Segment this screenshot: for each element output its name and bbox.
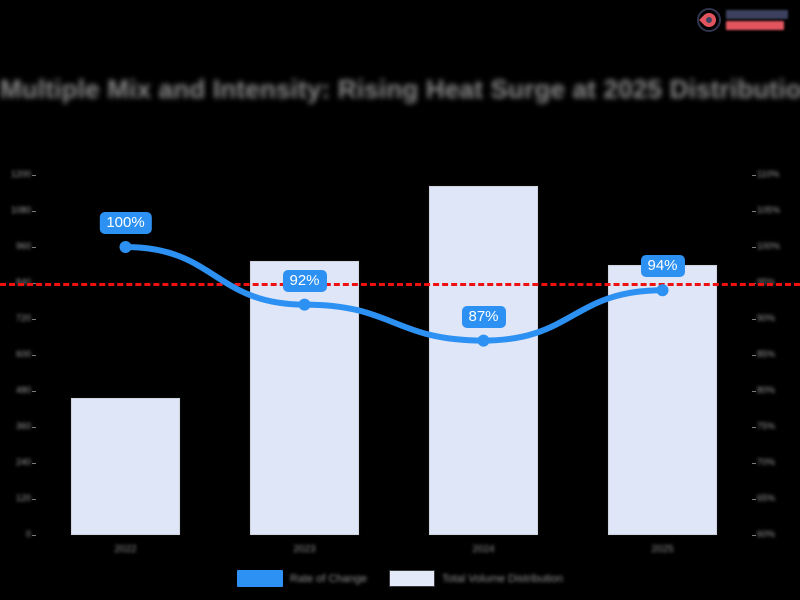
- y-axis-left-tick-label: 1200: [10, 169, 31, 179]
- y-axis-left-tick-label: 480: [15, 385, 31, 395]
- y-axis-right-tick: [752, 427, 756, 428]
- logo-wordmark-line-2: EXPLORER: [726, 21, 784, 30]
- y-axis-left-tick-label: 120: [15, 493, 31, 503]
- bar-2023[interactable]: [249, 261, 360, 535]
- y-axis-right-tick-label: 85%: [757, 349, 776, 359]
- data-label-2022: 100%: [99, 212, 152, 234]
- y-axis-right-tick-label: 95%: [757, 277, 776, 287]
- x-axis-tick-label: 2022: [114, 544, 137, 555]
- line-path: [122, 244, 666, 344]
- line-point-2022[interactable]: [119, 241, 132, 253]
- y-axis-left-tick: [32, 499, 36, 500]
- y-axis-right-tick-label: 110%: [757, 169, 780, 179]
- x-axis-tick-label: 2023: [293, 544, 316, 555]
- chart-legend: Rate of Change Total Volume Distribution: [0, 570, 800, 587]
- y-axis-left-tick-label: 600: [15, 349, 31, 359]
- legend-label-line: Rate of Change: [289, 572, 367, 585]
- y-axis-left-tick-label: 360: [15, 421, 31, 431]
- y-axis-right-tick-label: 100%: [757, 241, 781, 251]
- x-axis-tick-label: 2025: [651, 544, 674, 555]
- y-axis-left-tick: [32, 175, 36, 176]
- chart-title: Multiple Mix and Intensity: Rising Heat …: [0, 74, 800, 104]
- legend-item-line[interactable]: Rate of Change: [236, 570, 367, 587]
- logo-wordmark-line-1: INDUSTRY: [726, 10, 788, 19]
- y-axis-left-tick: [32, 211, 36, 212]
- logo-ring-icon: [697, 8, 721, 32]
- data-label-2025: 94%: [640, 255, 685, 278]
- y-axis-left-tick-label: 960: [15, 241, 31, 251]
- logo-wordmark: INDUSTRY EXPLORER: [726, 10, 788, 30]
- y-axis-right-tick: [752, 319, 756, 320]
- y-axis-left-tick-label: 720: [15, 313, 31, 323]
- y-axis-right-tick: [752, 463, 756, 464]
- y-axis-left-tick: [32, 463, 36, 464]
- y-axis-left-tick: [32, 427, 36, 428]
- y-axis-left-tick-label: 840: [15, 277, 31, 287]
- y-axis-left-tick: [32, 247, 36, 248]
- y-axis-right-tick: [752, 247, 756, 248]
- plot-area: 1200 1080 960 840 720 600 480 360 240 120 0 110% 10…: [0, 169, 800, 555]
- y-axis-left-tick-label: 240: [15, 457, 31, 467]
- x-axis-tick-label: 2024: [472, 544, 495, 555]
- bar-2024[interactable]: [428, 185, 539, 535]
- legend-swatch-line: [236, 570, 283, 587]
- y-axis-left-tick: [32, 391, 36, 392]
- y-axis-right-tick-label: 65%: [757, 493, 776, 503]
- legend-item-bar[interactable]: Total Volume Distribution: [389, 570, 563, 587]
- bar-2025[interactable]: [607, 265, 718, 535]
- bar-2022[interactable]: [70, 398, 181, 535]
- y-axis-left-tick: [32, 535, 36, 536]
- y-axis-right-tick-label: 90%: [757, 313, 776, 323]
- threshold-line: [0, 283, 800, 286]
- y-axis-left-tick: [32, 319, 36, 320]
- y-axis-left-tick-label: 0: [25, 529, 31, 539]
- y-axis-right-tick: [752, 499, 756, 500]
- legend-label-bar: Total Volume Distribution: [442, 572, 564, 585]
- y-axis-right-tick-label: 105%: [757, 205, 781, 215]
- y-axis-right-tick: [752, 175, 756, 176]
- y-axis-left-tick-label: 1080: [10, 205, 31, 215]
- legend-swatch-bar: [389, 570, 435, 587]
- data-label-2023: 92%: [282, 269, 327, 292]
- data-label-2024: 87%: [461, 305, 506, 328]
- y-axis-left-tick: [32, 355, 36, 356]
- y-axis-right-tick-label: 75%: [757, 421, 776, 431]
- logo-mark-icon: [696, 7, 722, 33]
- y-axis-right-tick: [752, 535, 756, 536]
- y-axis-right-tick: [752, 391, 756, 392]
- logo-dot-icon: [706, 17, 712, 23]
- y-axis-right-tick-label: 60%: [757, 529, 776, 539]
- y-axis-right-tick: [752, 355, 756, 356]
- y-axis-right-tick-label: 70%: [757, 457, 776, 467]
- y-axis-right-tick-label: 80%: [757, 385, 776, 395]
- company-logo: INDUSTRY EXPLORER: [696, 4, 792, 36]
- y-axis-right-tick: [752, 211, 756, 212]
